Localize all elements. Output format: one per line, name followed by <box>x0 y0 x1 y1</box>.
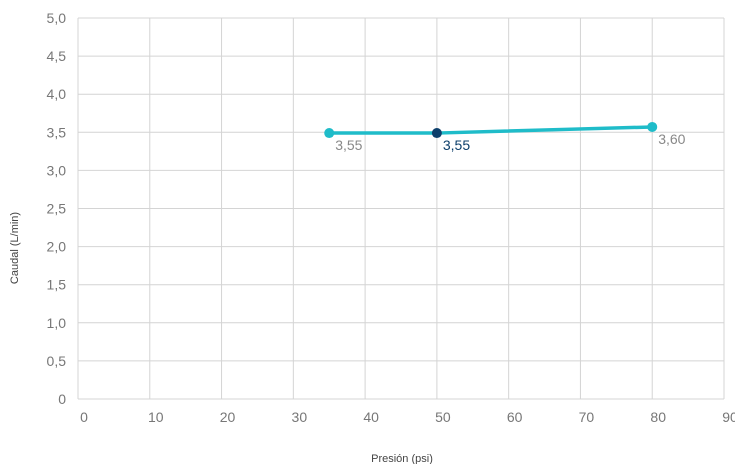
y-axis-title: Caudal (L/min) <box>9 212 21 284</box>
x-tick-label: 80 <box>650 409 666 425</box>
data-point[interactable] <box>647 121 658 132</box>
data-point[interactable] <box>431 128 442 139</box>
x-tick-label: 90 <box>722 409 735 425</box>
y-tick-label: 2,0 <box>47 239 67 255</box>
data-point[interactable] <box>324 128 335 139</box>
y-axis-ticks: 0 0,5 1,0 1,5 2,0 2,5 3,0 3,5 4,0 4,5 5,0 <box>47 10 67 407</box>
y-tick-label: 3,0 <box>47 162 67 178</box>
x-tick-label: 0 <box>80 409 88 425</box>
y-tick-label: 5,0 <box>47 10 67 26</box>
y-tick-label: 1,0 <box>47 315 67 331</box>
y-tick-label: 0,5 <box>47 353 67 369</box>
y-tick-label: 0 <box>58 391 66 407</box>
x-tick-label: 50 <box>435 409 451 425</box>
data-labels: 3,55 3,55 3,60 <box>335 131 685 153</box>
x-tick-label: 20 <box>220 409 236 425</box>
data-label: 3,55 <box>443 137 470 153</box>
series <box>324 121 658 139</box>
y-tick-label: 4,0 <box>47 86 67 102</box>
data-label: 3,60 <box>658 131 685 147</box>
grid <box>77 17 725 400</box>
data-label: 3,55 <box>335 137 362 153</box>
x-tick-label: 10 <box>148 409 164 425</box>
y-tick-label: 2,5 <box>47 201 67 217</box>
y-tick-label: 4,5 <box>47 48 67 64</box>
x-tick-label: 30 <box>292 409 308 425</box>
x-tick-label: 70 <box>579 409 595 425</box>
x-axis-title: Presión (psi) <box>371 453 433 464</box>
x-tick-label: 40 <box>363 409 379 425</box>
y-tick-label: 3,5 <box>47 124 67 140</box>
x-axis-ticks: 0 10 20 30 40 50 60 70 80 90 <box>80 409 735 425</box>
x-tick-label: 60 <box>507 409 523 425</box>
y-tick-label: 1,5 <box>47 277 67 293</box>
